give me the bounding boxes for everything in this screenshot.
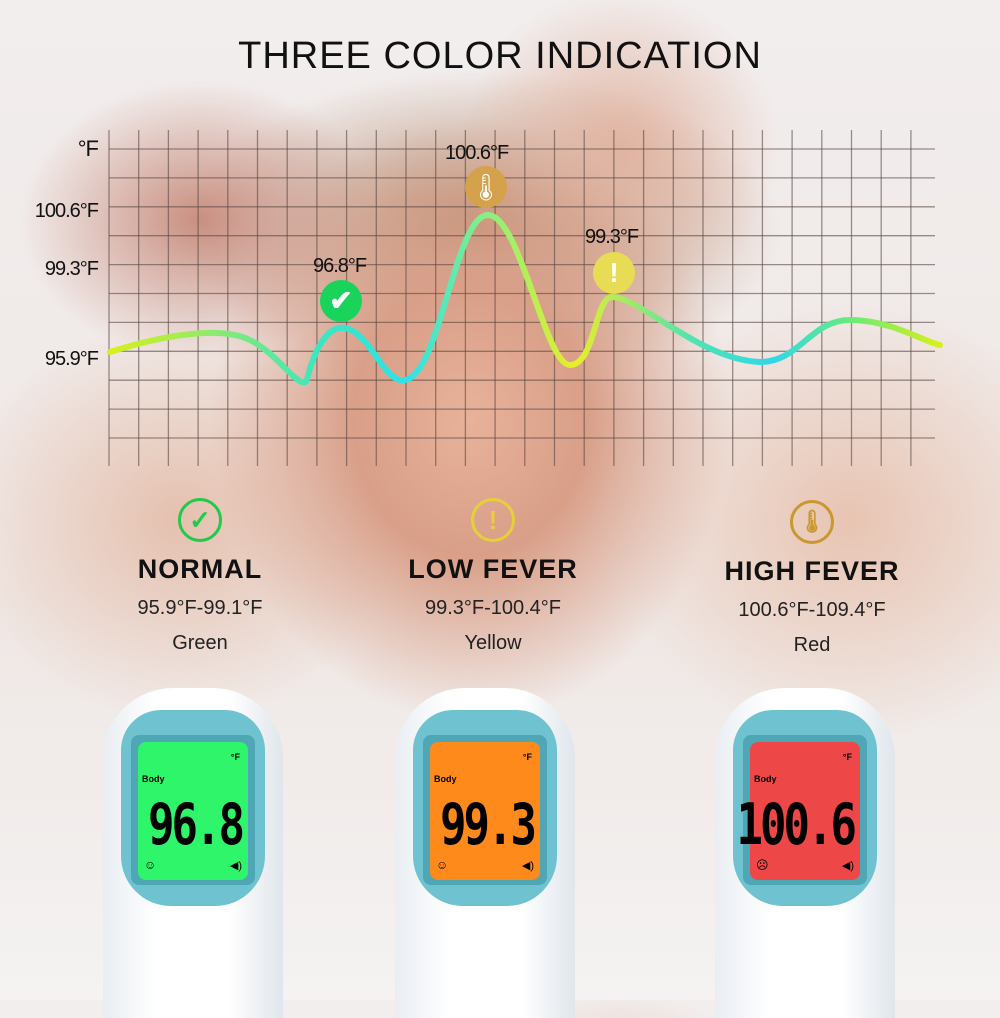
speaker-icon: ◀) — [521, 860, 534, 872]
lcd-screen: °F Body 99.3 ☺ ◀) — [430, 742, 540, 880]
unit-label: °F — [842, 752, 852, 762]
category-name: NORMAL — [137, 554, 263, 584]
chart-grid — [108, 130, 935, 466]
unit-label: °F — [522, 752, 532, 762]
unit-label: °F — [230, 752, 240, 762]
exclamation-icon: ! — [593, 252, 635, 294]
y-label-99-3: 99.3°F — [44, 258, 99, 280]
annotation-label: 99.3°F — [585, 226, 639, 248]
smile-icon: ☺ — [436, 858, 449, 872]
speaker-icon: ◀) — [841, 860, 854, 872]
category-color: Green — [172, 632, 228, 654]
thermometer-icon: 🌡 — [790, 500, 834, 544]
mode-label: Body — [142, 774, 165, 784]
exclamation-icon: ! — [471, 498, 515, 542]
speaker-icon: ◀) — [229, 860, 242, 872]
check-icon: ✔ — [320, 280, 362, 322]
category-low-fever: ! LOW FEVER 99.3°F-100.4°F Yellow — [363, 498, 623, 655]
temperature-reading: 96.8 — [148, 792, 245, 859]
y-label-95-9: 95.9°F — [44, 348, 99, 370]
lcd-screen: °F Body 100.6 ☹ ◀) — [737, 742, 860, 880]
annotation-label: 96.8°F — [313, 255, 367, 277]
smile-icon: ☺ — [144, 858, 157, 872]
thermometer-device-high-fever: °F Body 100.6 ☹ ◀) — [715, 688, 895, 1018]
temperature-reading: 100.6 — [736, 792, 857, 859]
category-color: Yellow — [464, 632, 522, 654]
page-title: THREE COLOR INDICATION — [238, 35, 762, 77]
annotation-label: 100.6°F — [445, 142, 509, 164]
category-name: HIGH FEVER — [724, 556, 900, 586]
y-unit-label: °F — [77, 136, 99, 161]
thermometer-icon: 🌡 — [465, 166, 507, 208]
category-high-fever: 🌡 HIGH FEVER 100.6°F-109.4°F Red — [682, 500, 942, 657]
check-icon: ✓ — [178, 498, 222, 542]
y-label-100-6: 100.6°F — [34, 200, 99, 222]
thermometer-device-normal: °F Body 96.8 ☺ ◀) — [103, 688, 283, 1018]
category-name: LOW FEVER — [408, 554, 578, 584]
mode-label: Body — [434, 774, 457, 784]
category-normal: ✓ NORMAL 95.9°F-99.1°F Green — [70, 498, 330, 655]
frown-icon: ☹ — [756, 858, 769, 872]
temperature-reading: 99.3 — [440, 792, 537, 859]
category-range: 95.9°F-99.1°F — [137, 597, 263, 619]
category-range: 100.6°F-109.4°F — [738, 599, 886, 621]
category-range: 99.3°F-100.4°F — [424, 597, 562, 619]
category-color: Red — [793, 634, 831, 656]
lcd-screen: °F Body 96.8 ☺ ◀) — [138, 742, 248, 880]
temperature-chart — [107, 130, 943, 466]
thermometer-device-low-fever: °F Body 99.3 ☺ ◀) — [395, 688, 575, 1018]
temperature-curve — [107, 211, 943, 386]
mode-label: Body — [754, 774, 777, 784]
